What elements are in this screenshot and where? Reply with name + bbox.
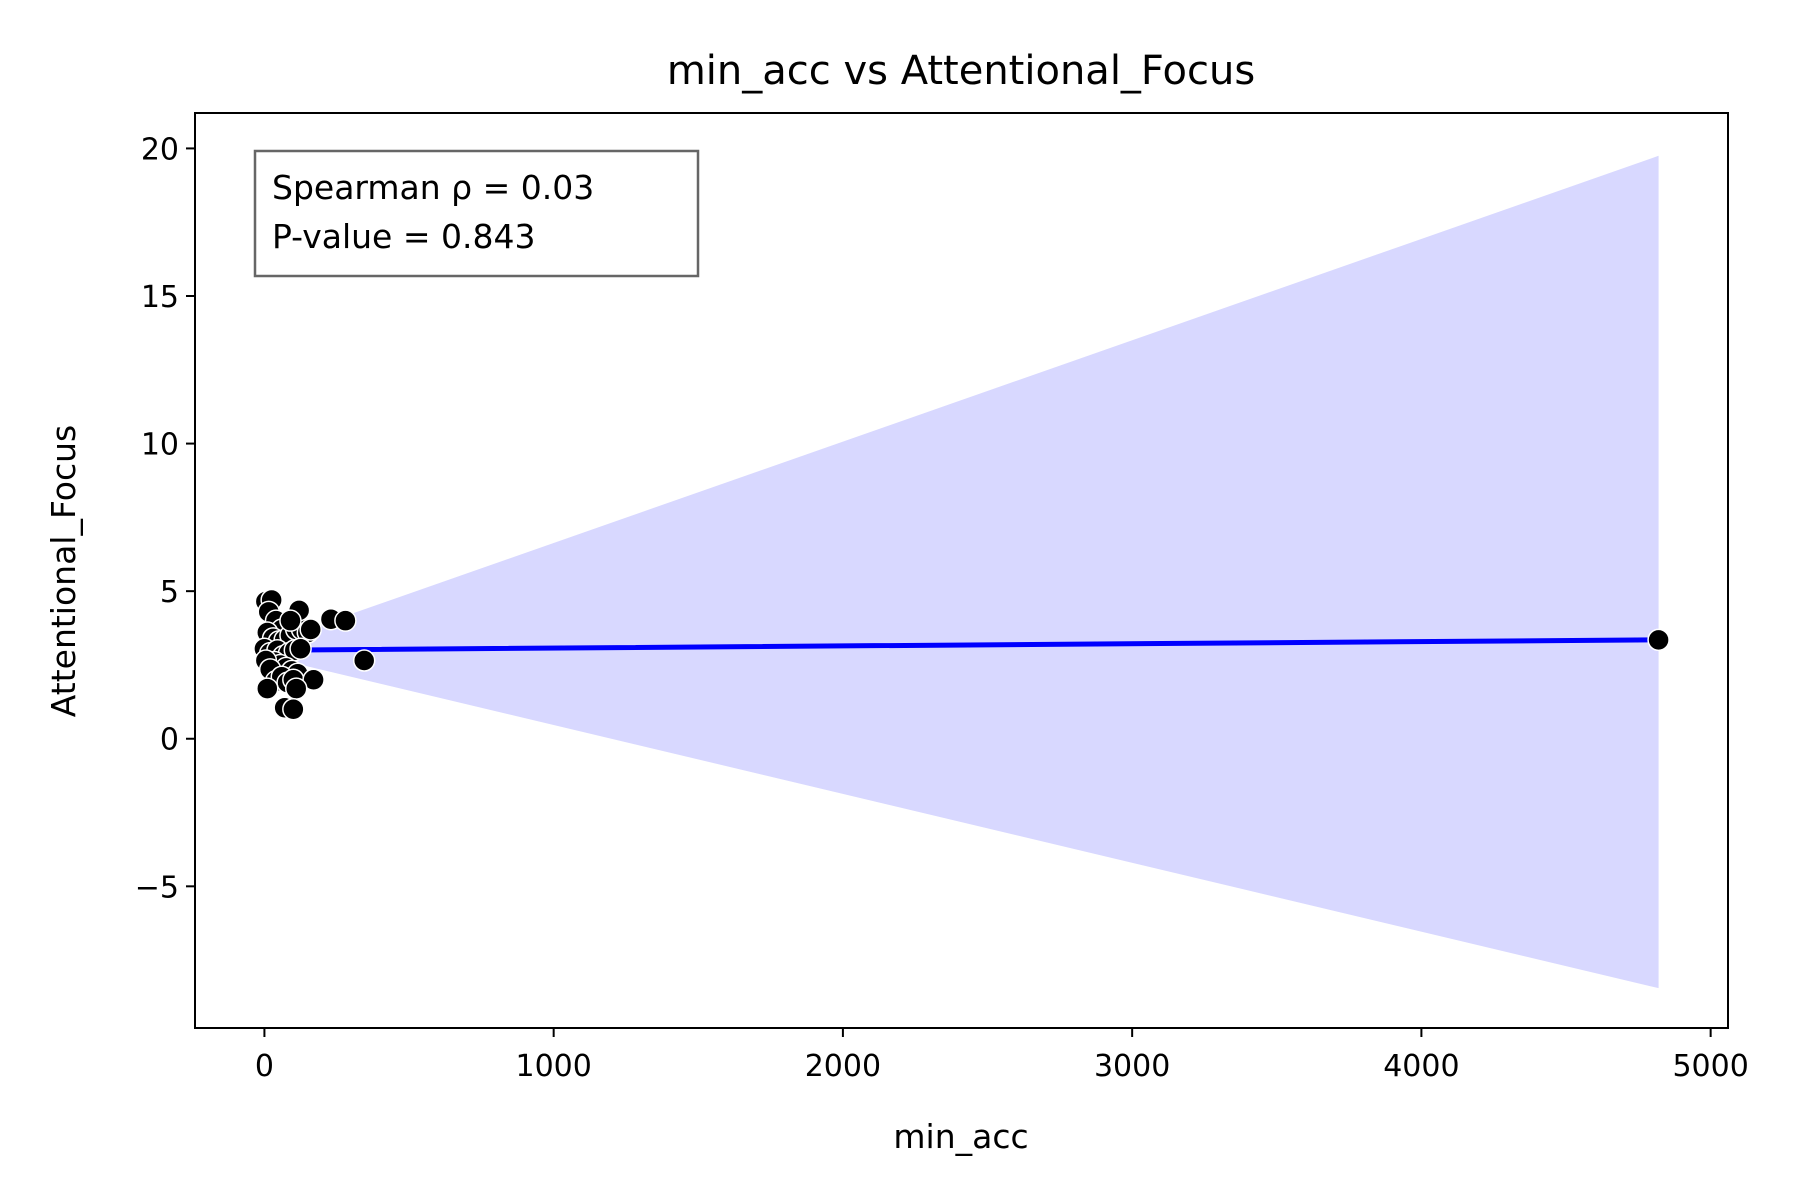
stats-annotation: Spearman ρ = 0.03 P-value = 0.843 (253, 149, 700, 278)
confidence-band-layer (264, 155, 1659, 989)
plot-frame (194, 112, 1729, 1029)
y-tick-label: 20 (141, 132, 179, 167)
regression-line (261, 637, 1662, 653)
y-tick-label: 0 (160, 723, 179, 758)
y-axis-label: Attentional_Focus (44, 425, 83, 717)
chart-title: min_acc vs Attentional_Focus (667, 48, 1255, 94)
scatter-point (279, 609, 302, 632)
scatter-point (282, 697, 305, 721)
scatter-point (352, 649, 376, 672)
scatter-point (299, 618, 322, 641)
plot-area (253, 155, 1670, 989)
regression-line-layer (261, 637, 1662, 653)
p-value-text: P-value = 0.843 (272, 217, 535, 256)
confidence-band (264, 155, 1659, 989)
scatter-point (334, 609, 357, 632)
stats-box (253, 149, 700, 278)
x-axis: 0 1000 2000 3000 4000 5000 (255, 1028, 1749, 1084)
y-tick-label: −5 (135, 870, 179, 905)
scatter-point (284, 677, 308, 700)
y-tick-label: 15 (141, 280, 179, 315)
x-tick-label: 0 (255, 1049, 274, 1084)
y-tick-label: 10 (141, 428, 179, 463)
spearman-text: Spearman ρ = 0.03 (272, 168, 594, 207)
y-axis: 20 15 10 5 0 −5 (135, 132, 195, 905)
x-tick-label: 1000 (515, 1049, 591, 1084)
x-tick-label: 4000 (1383, 1049, 1459, 1084)
x-tick-label: 2000 (805, 1049, 881, 1084)
scatter-point (256, 677, 279, 700)
x-tick-label: 3000 (1094, 1049, 1170, 1084)
y-tick-label: 5 (160, 575, 179, 610)
scatter-points-layer (253, 588, 1670, 721)
x-axis-label: min_acc (893, 1117, 1028, 1156)
scatter-point (1647, 628, 1670, 652)
scatter-point (289, 637, 312, 660)
x-tick-label: 5000 (1672, 1049, 1748, 1084)
